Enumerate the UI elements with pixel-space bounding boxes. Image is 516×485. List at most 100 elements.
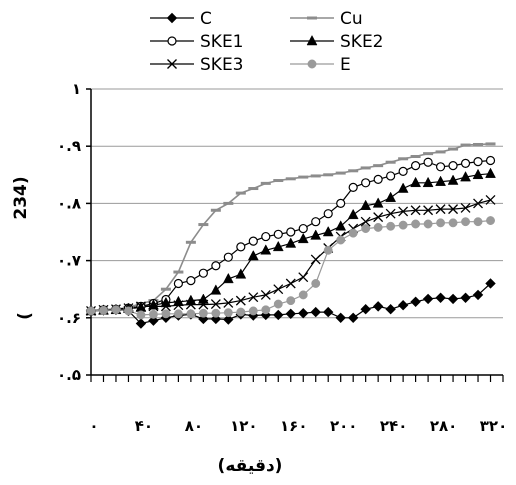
data-point-ske3 bbox=[148, 301, 159, 312]
data-point-ske3 bbox=[360, 216, 371, 227]
data-point-ske2 bbox=[222, 272, 234, 284]
legend-swatch-marker bbox=[306, 34, 318, 46]
data-point-ske3 bbox=[485, 195, 496, 205]
data-point-e bbox=[486, 216, 495, 226]
legend-label: E bbox=[340, 55, 351, 75]
data-point-e bbox=[398, 220, 408, 230]
data-point-ske1 bbox=[298, 223, 308, 234]
data-point-c bbox=[447, 293, 459, 305]
x-marker-stroke bbox=[435, 204, 446, 215]
legend-entry-ske1: SKE1 bbox=[150, 32, 244, 52]
data-point-e bbox=[348, 228, 358, 238]
data-point-ske2 bbox=[435, 175, 446, 186]
legend-entry-ske3: SKE3 bbox=[150, 55, 244, 75]
x-tick-label: ۱۲۰ bbox=[230, 417, 257, 435]
legend-entry-c: C bbox=[150, 9, 212, 29]
y-tick-label: ۱ bbox=[72, 80, 81, 98]
x-tick-label: ۲۰۰ bbox=[330, 417, 357, 435]
x-marker-stroke bbox=[285, 278, 296, 289]
data-point-c bbox=[410, 296, 421, 307]
data-point-c bbox=[435, 292, 446, 303]
data-point-ske1 bbox=[198, 268, 208, 278]
data-point-ske3 bbox=[410, 205, 421, 216]
y-axis-paren: ( bbox=[15, 312, 35, 320]
data-point-ske1 bbox=[435, 162, 446, 172]
x-marker-stroke bbox=[148, 301, 159, 312]
x-tick-label: ۲۴۰ bbox=[380, 417, 407, 435]
data-point-ske1 bbox=[361, 178, 371, 188]
data-point-c bbox=[422, 293, 434, 305]
series-points-e bbox=[86, 216, 495, 320]
legend-label: SKE1 bbox=[200, 32, 244, 52]
data-point-ske1 bbox=[236, 242, 246, 252]
legend-label: C bbox=[200, 9, 212, 29]
x-marker-stroke bbox=[167, 59, 177, 69]
data-point-ske3 bbox=[473, 198, 483, 209]
data-point-c bbox=[310, 306, 321, 318]
data-point-ske2 bbox=[235, 268, 247, 279]
legend-label: SKE3 bbox=[200, 55, 244, 75]
data-point-e bbox=[373, 222, 383, 232]
data-point-e bbox=[136, 310, 146, 320]
data-point-ske1 bbox=[323, 209, 333, 219]
data-point-e bbox=[111, 305, 121, 315]
data-point-c bbox=[385, 304, 396, 315]
data-point-ske3 bbox=[248, 292, 259, 303]
data-point-ske2 bbox=[460, 171, 471, 182]
legend-entry-e: E bbox=[290, 55, 351, 75]
series-markers bbox=[85, 142, 496, 329]
data-point-ske3 bbox=[198, 299, 209, 310]
x-marker-stroke bbox=[223, 297, 234, 308]
x-marker-stroke bbox=[198, 299, 209, 310]
x-marker-stroke bbox=[260, 289, 271, 300]
data-point-ske1 bbox=[223, 252, 233, 262]
data-point-e bbox=[223, 308, 233, 318]
data-point-ske2 bbox=[360, 199, 372, 210]
data-point-ske3 bbox=[285, 278, 296, 289]
data-point-ske3 bbox=[273, 284, 284, 295]
data-point-ske1 bbox=[336, 198, 346, 208]
data-point-e bbox=[336, 235, 346, 245]
data-point-c bbox=[347, 312, 359, 324]
data-point-e bbox=[211, 308, 221, 318]
data-point-c bbox=[485, 278, 496, 289]
data-point-ske2 bbox=[485, 167, 496, 178]
data-point-ske1 bbox=[373, 174, 383, 184]
legend-entry-cu: Cu bbox=[290, 9, 363, 29]
series-line-ske3 bbox=[90, 199, 491, 312]
data-point-ske1 bbox=[211, 261, 221, 271]
x-axis-title: (دقیقه) bbox=[218, 456, 283, 476]
x-marker-stroke bbox=[135, 301, 146, 312]
data-point-c bbox=[460, 292, 471, 303]
data-point-e bbox=[298, 290, 308, 300]
data-point-ske1 bbox=[173, 278, 183, 289]
x-marker-stroke bbox=[210, 299, 221, 310]
data-point-ske1 bbox=[411, 161, 421, 171]
data-point-c bbox=[135, 318, 147, 329]
x-marker-stroke bbox=[185, 299, 196, 310]
data-point-ske2 bbox=[322, 225, 334, 237]
data-point-e bbox=[386, 221, 396, 231]
x-marker-stroke bbox=[460, 203, 471, 213]
data-point-ske3 bbox=[435, 204, 446, 215]
data-point-ske3 bbox=[448, 204, 459, 215]
data-point-e bbox=[198, 308, 208, 318]
x-marker-stroke bbox=[248, 292, 259, 303]
axes bbox=[90, 89, 503, 376]
data-point-ske3 bbox=[223, 297, 234, 308]
x-marker-stroke bbox=[273, 284, 284, 295]
data-point-ske3 bbox=[185, 299, 196, 310]
data-point-c bbox=[148, 315, 159, 326]
x-marker-stroke bbox=[485, 195, 496, 205]
data-point-ske1 bbox=[348, 182, 358, 192]
data-point-ske1 bbox=[386, 171, 396, 181]
data-point-ske1 bbox=[311, 217, 321, 227]
data-point-ske1 bbox=[248, 236, 258, 246]
data-point-e bbox=[423, 219, 433, 229]
data-point-ske3 bbox=[210, 299, 221, 310]
data-point-ske3 bbox=[173, 300, 184, 311]
x-marker-stroke bbox=[235, 295, 246, 306]
x-tick-label: ۲۸۰ bbox=[430, 417, 457, 435]
data-point-e bbox=[99, 305, 108, 315]
y-tick-label: ۰.۸ bbox=[57, 194, 81, 212]
